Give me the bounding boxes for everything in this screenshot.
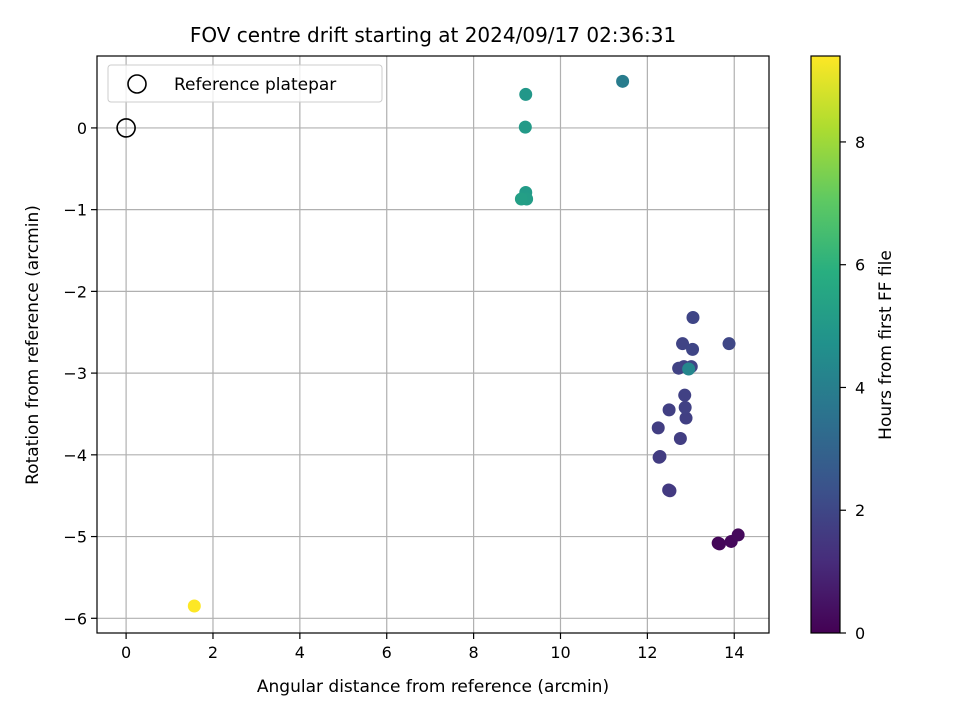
colorbar-gradient: [810, 55, 841, 634]
legend-entry-reference: Reference platepar: [174, 75, 336, 95]
y-tick-label: −3: [63, 364, 87, 383]
data-point: [722, 337, 736, 351]
y-tick-label: −2: [63, 282, 87, 301]
plot-frame: [96, 55, 770, 634]
x-tick-label: 4: [295, 643, 305, 662]
data-point: [616, 74, 630, 88]
data-point: [686, 342, 700, 356]
data-point: [673, 431, 687, 445]
data-point: [518, 120, 532, 134]
data-point: [651, 421, 665, 435]
x-tick-label: 0: [121, 643, 131, 662]
colorbar-tick-label: 8: [855, 133, 865, 152]
colorbar-ticks: 0 2 4 6 8: [840, 133, 865, 643]
legend-marker: [127, 74, 147, 94]
data-point: [514, 192, 528, 206]
data-point: [712, 537, 726, 551]
x-tick-label: 8: [469, 643, 479, 662]
colorbar-tick-label: 2: [855, 501, 865, 520]
data-point: [663, 484, 677, 498]
x-tick-label: 10: [550, 643, 570, 662]
chart-title: FOV centre drift starting at 2024/09/17 …: [190, 23, 676, 47]
data-point: [679, 411, 693, 425]
y-tick-label: −6: [63, 609, 87, 628]
data-point: [686, 311, 700, 325]
y-tick-label: −1: [63, 201, 87, 220]
x-tick-label: 14: [724, 643, 744, 662]
colorbar-tick-label: 6: [855, 256, 865, 275]
x-axis-ticks: 0 2 4 6 8 10 12 14: [121, 633, 744, 662]
data-point: [678, 400, 692, 414]
data-point: [187, 599, 201, 613]
data-points: [187, 74, 745, 613]
reference-marker: [116, 118, 136, 138]
x-tick-label: 6: [382, 643, 392, 662]
y-tick-label: −5: [63, 528, 87, 547]
y-axis-ticks: 0 −1 −2 −3 −4 −5 −6: [63, 119, 97, 628]
legend-box: [107, 64, 383, 103]
y-axis-label: Rotation from reference (arcmin): [23, 205, 43, 485]
grid-lines: [97, 56, 769, 633]
x-axis-label: Angular distance from reference (arcmin): [257, 677, 609, 697]
x-tick-label: 2: [208, 643, 218, 662]
colorbar-tick-label: 4: [855, 378, 865, 397]
data-point: [678, 388, 692, 402]
colorbar-tick-label: 0: [855, 624, 865, 643]
data-point: [676, 337, 690, 351]
y-tick-label: −4: [63, 446, 87, 465]
data-point: [519, 87, 533, 101]
legend: Reference platepar: [107, 64, 383, 103]
data-point: [731, 528, 745, 542]
y-tick-label: 0: [77, 119, 87, 138]
x-tick-label: 12: [637, 643, 657, 662]
data-point: [682, 362, 696, 376]
colorbar-label: Hours from first FF file: [876, 250, 896, 440]
colorbar: 0 2 4 6 8 Hours from first FF file: [810, 55, 896, 643]
data-point: [662, 403, 676, 417]
data-point: [653, 449, 667, 463]
